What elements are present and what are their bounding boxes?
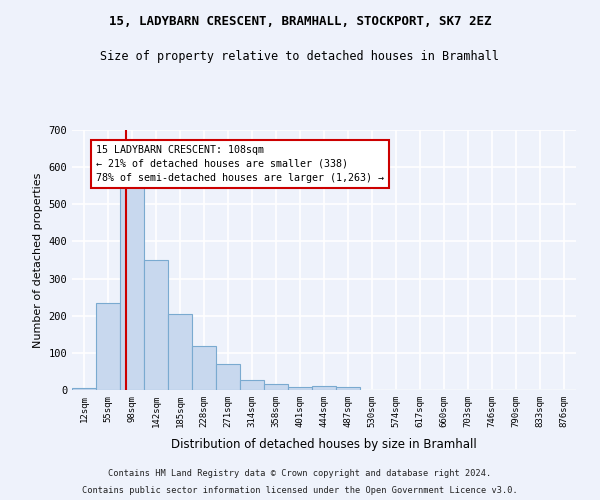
Bar: [72, 388, 96, 390]
Bar: [96, 302, 120, 390]
Bar: [288, 387, 312, 390]
Bar: [336, 387, 360, 390]
Bar: [216, 364, 240, 390]
Text: Contains public sector information licensed under the Open Government Licence v3: Contains public sector information licen…: [82, 486, 518, 495]
Text: 15 LADYBARN CRESCENT: 108sqm
← 21% of detached houses are smaller (338)
78% of s: 15 LADYBARN CRESCENT: 108sqm ← 21% of de…: [96, 145, 384, 183]
Bar: [192, 346, 216, 390]
Text: 15, LADYBARN CRESCENT, BRAMHALL, STOCKPORT, SK7 2EZ: 15, LADYBARN CRESCENT, BRAMHALL, STOCKPO…: [109, 15, 491, 28]
Text: Size of property relative to detached houses in Bramhall: Size of property relative to detached ho…: [101, 50, 499, 63]
Bar: [240, 380, 264, 390]
Bar: [168, 314, 192, 390]
Bar: [144, 260, 168, 390]
Bar: [264, 384, 288, 390]
Bar: [120, 171, 144, 390]
Y-axis label: Number of detached properties: Number of detached properties: [33, 172, 43, 348]
Text: Contains HM Land Registry data © Crown copyright and database right 2024.: Contains HM Land Registry data © Crown c…: [109, 468, 491, 477]
X-axis label: Distribution of detached houses by size in Bramhall: Distribution of detached houses by size …: [171, 438, 477, 451]
Bar: [312, 386, 336, 390]
